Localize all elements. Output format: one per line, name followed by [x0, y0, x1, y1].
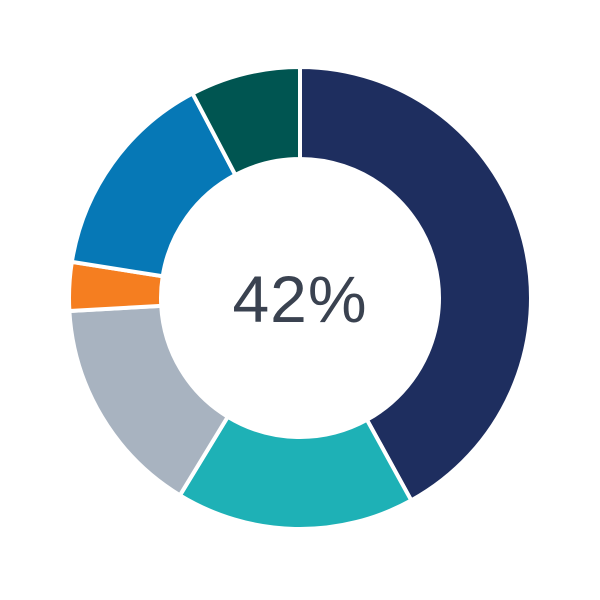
donut-segment-dark-green — [189, 64, 302, 178]
donut-segment-teal — [177, 413, 415, 531]
donut-segments-group — [67, 64, 533, 531]
donut-segment-navy — [298, 64, 533, 504]
donut-center-value: 42% — [232, 262, 367, 336]
